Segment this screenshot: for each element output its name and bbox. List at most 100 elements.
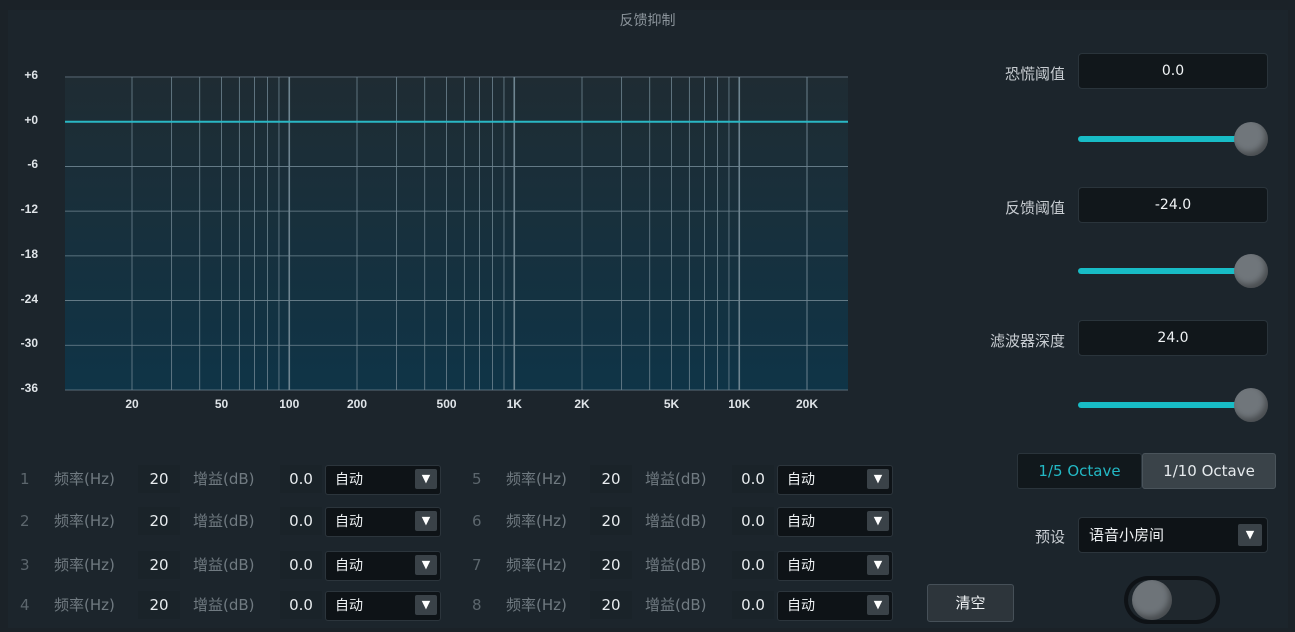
- chevron-down-icon[interactable]: ▼: [867, 511, 889, 531]
- gain-field[interactable]: 0.0: [280, 591, 322, 619]
- mode-value: 自动: [335, 514, 363, 530]
- y-tick-label: -24: [20, 291, 38, 306]
- gain-field[interactable]: 0.0: [732, 551, 774, 579]
- filter-index: 3: [20, 556, 30, 574]
- gain-field[interactable]: 0.0: [732, 507, 774, 535]
- mode-select[interactable]: 自动 ▼: [325, 507, 441, 537]
- x-tick-label: 10K: [728, 397, 751, 411]
- mode-select[interactable]: 自动 ▼: [777, 551, 893, 581]
- x-tick-label: 1K: [506, 397, 522, 411]
- mode-value: 自动: [787, 558, 815, 574]
- gain-label: 增益(dB): [193, 556, 255, 574]
- chevron-down-icon[interactable]: ▼: [415, 595, 437, 615]
- freq-field[interactable]: 20: [590, 465, 632, 493]
- filter-depth-slider[interactable]: [1078, 388, 1268, 422]
- freq-label: 频率(Hz): [54, 556, 115, 574]
- filter-index: 8: [472, 596, 482, 614]
- mode-select[interactable]: 自动 ▼: [325, 591, 441, 621]
- x-tick-label: 2K: [574, 397, 590, 411]
- freq-field[interactable]: 20: [590, 591, 632, 619]
- gain-field[interactable]: 0.0: [732, 591, 774, 619]
- toggle-knob[interactable]: [1132, 580, 1172, 620]
- y-tick-label: -6: [27, 157, 38, 172]
- freq-label: 频率(Hz): [506, 556, 567, 574]
- enable-toggle[interactable]: [1124, 576, 1220, 624]
- mode-value: 自动: [335, 558, 363, 574]
- slider-knob[interactable]: [1234, 122, 1268, 156]
- chevron-down-icon[interactable]: ▼: [867, 555, 889, 575]
- octave-1-10-button[interactable]: 1/10 Octave: [1142, 453, 1276, 489]
- filter-row: 1 频率(Hz) 20 增益(dB) 0.0 自动 ▼: [20, 465, 441, 495]
- x-tick-label: 200: [346, 397, 368, 411]
- filter-row: 4 频率(Hz) 20 增益(dB) 0.0 自动 ▼: [20, 591, 441, 621]
- freq-label: 频率(Hz): [506, 470, 567, 488]
- chevron-down-icon[interactable]: ▼: [867, 469, 889, 489]
- feedback-threshold-slider[interactable]: [1078, 254, 1268, 288]
- chevron-down-icon[interactable]: ▼: [415, 555, 437, 575]
- freq-field[interactable]: 20: [138, 507, 180, 535]
- preset-select[interactable]: 语音小房间 ▼: [1078, 517, 1268, 553]
- x-tick-label: 20K: [795, 397, 818, 411]
- freq-field[interactable]: 20: [590, 507, 632, 535]
- panel-title: 反馈抑制: [619, 13, 676, 29]
- panic-threshold-label: 恐慌阈值: [1004, 65, 1065, 83]
- filter-index: 5: [472, 470, 482, 488]
- filter-row: 6 频率(Hz) 20 增益(dB) 0.0 自动 ▼: [472, 507, 893, 537]
- freq-field[interactable]: 20: [138, 591, 180, 619]
- filter-row: 7 频率(Hz) 20 增益(dB) 0.0 自动 ▼: [472, 551, 893, 581]
- gain-label: 增益(dB): [193, 470, 255, 488]
- slider-knob[interactable]: [1234, 388, 1268, 422]
- panic-threshold-value[interactable]: 0.0: [1078, 53, 1268, 89]
- panic-threshold-slider[interactable]: [1078, 122, 1268, 156]
- filter-index: 6: [472, 512, 482, 530]
- filter-row: 5 频率(Hz) 20 增益(dB) 0.0 自动 ▼: [472, 465, 893, 495]
- eq-graph: [65, 76, 848, 391]
- gain-field[interactable]: 0.0: [732, 465, 774, 493]
- freq-field[interactable]: 20: [138, 465, 180, 493]
- gain-label: 增益(dB): [193, 596, 255, 614]
- mode-select[interactable]: 自动 ▼: [325, 465, 441, 495]
- slider-track: [1078, 268, 1251, 274]
- x-tick-label: 20: [125, 397, 139, 411]
- gain-label: 增益(dB): [193, 512, 255, 530]
- filter-index: 7: [472, 556, 482, 574]
- mode-select[interactable]: 自动 ▼: [777, 465, 893, 495]
- freq-label: 频率(Hz): [506, 512, 567, 530]
- freq-label: 频率(Hz): [54, 512, 115, 530]
- freq-field[interactable]: 20: [138, 551, 180, 579]
- filter-index: 1: [20, 470, 30, 488]
- y-tick-label: -18: [20, 246, 38, 261]
- gain-field[interactable]: 0.0: [280, 551, 322, 579]
- octave-1-5-button[interactable]: 1/5 Octave: [1017, 453, 1142, 489]
- clear-button[interactable]: 清空: [927, 584, 1014, 622]
- slider-track: [1078, 136, 1251, 142]
- x-tick-label: 50: [214, 397, 229, 411]
- gain-field[interactable]: 0.0: [280, 507, 322, 535]
- gain-label: 增益(dB): [645, 596, 707, 614]
- gain-field[interactable]: 0.0: [280, 465, 322, 493]
- chevron-down-icon[interactable]: ▼: [867, 595, 889, 615]
- preset-label: 预设: [1034, 528, 1065, 546]
- mode-select[interactable]: 自动 ▼: [777, 507, 893, 537]
- graph-plot-area: [65, 78, 848, 390]
- mode-value: 自动: [335, 598, 363, 614]
- mode-value: 自动: [787, 472, 815, 488]
- slider-track: [1078, 402, 1251, 408]
- preset-value: 语音小房间: [1089, 526, 1165, 544]
- feedback-threshold-label: 反馈阈值: [1004, 199, 1065, 217]
- filter-row: 8 频率(Hz) 20 增益(dB) 0.0 自动 ▼: [472, 591, 893, 621]
- x-tick-label: 5K: [663, 397, 680, 411]
- chevron-down-icon[interactable]: ▼: [415, 469, 437, 489]
- slider-knob[interactable]: [1234, 254, 1268, 288]
- chevron-down-icon[interactable]: ▼: [415, 511, 437, 531]
- chevron-down-icon[interactable]: ▼: [1238, 524, 1262, 546]
- x-tick-label: 500: [436, 397, 457, 411]
- filter-index: 2: [20, 512, 30, 530]
- freq-field[interactable]: 20: [590, 551, 632, 579]
- feedback-threshold-value[interactable]: -24.0: [1078, 187, 1268, 223]
- mode-select[interactable]: 自动 ▼: [777, 591, 893, 621]
- mode-select[interactable]: 自动 ▼: [325, 551, 441, 581]
- y-tick-label: -30: [20, 336, 38, 351]
- mode-value: 自动: [787, 598, 815, 614]
- filter-depth-value[interactable]: 24.0: [1078, 320, 1268, 356]
